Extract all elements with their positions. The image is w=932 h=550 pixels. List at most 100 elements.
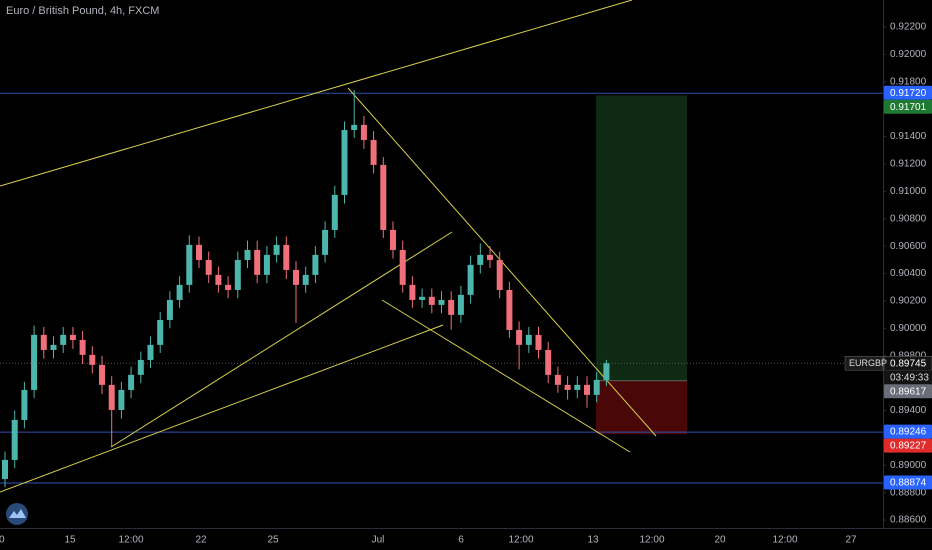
candle-body	[574, 384, 581, 390]
candle-body	[525, 334, 532, 345]
target-zone	[596, 95, 687, 381]
price-label: 0.89246	[890, 427, 927, 438]
candle-body	[263, 254, 270, 275]
logo-circle[interactable]	[6, 503, 28, 525]
candle-body	[564, 384, 571, 390]
price-label: 0.89617	[890, 386, 927, 397]
x-tick-label: 27	[845, 535, 857, 546]
countdown-box	[884, 370, 932, 385]
y-tick-label: 0.91200	[890, 159, 927, 170]
candle-body	[11, 419, 18, 460]
candle-body	[254, 249, 261, 275]
candle-body	[157, 319, 164, 345]
y-tick-label: 0.90600	[890, 241, 927, 252]
stop-zone	[596, 380, 687, 435]
x-tick-label: 6	[458, 535, 464, 546]
price-label-box	[884, 384, 932, 399]
candle-body	[554, 374, 561, 385]
candle-body	[31, 334, 38, 390]
x-tick-label: 12:00	[118, 535, 143, 546]
y-tick-label: 0.92000	[890, 49, 927, 60]
candle-body	[428, 296, 435, 305]
candle-body	[351, 124, 358, 130]
candle-body	[584, 384, 590, 395]
candle-body	[99, 364, 105, 385]
candle-body	[205, 259, 212, 275]
candle-body	[496, 259, 503, 290]
candle-body	[234, 259, 241, 290]
candle-body	[457, 294, 464, 315]
price-label: 0.89745	[890, 358, 927, 369]
candle-body	[360, 124, 367, 140]
candle-body	[399, 249, 406, 285]
candle-body	[603, 363, 610, 380]
trend-line	[381, 299, 631, 453]
candle-body	[225, 284, 232, 290]
candle-body	[283, 244, 290, 270]
candle-body	[506, 289, 513, 330]
candle-body	[370, 139, 377, 165]
x-tick-label: 22	[195, 535, 207, 546]
candle-body	[438, 299, 445, 305]
candle-body	[69, 334, 76, 340]
symbol-label: EURGBP	[849, 358, 887, 368]
countdown-label: 03:49:33	[890, 372, 929, 383]
price-label-box	[884, 85, 932, 100]
candle-body	[186, 244, 193, 285]
logo-icon[interactable]	[9, 509, 26, 518]
candle-body	[467, 264, 474, 295]
candle-body	[137, 359, 144, 375]
y-tick-label: 0.88600	[890, 515, 927, 526]
candle-body	[118, 389, 125, 410]
y-tick-label: 0.88800	[890, 487, 927, 498]
candle-body	[147, 344, 154, 360]
y-tick-label: 0.92200	[890, 22, 927, 33]
y-tick-label: 0.91400	[890, 131, 927, 142]
trend-line	[0, 324, 444, 493]
trend-line	[110, 231, 453, 448]
price-label-box	[884, 475, 932, 490]
price-label: 0.91720	[890, 88, 927, 99]
candle-body	[244, 249, 251, 260]
candle-body	[419, 296, 426, 300]
chart-title: Euro / British Pound, 4h, FXCM	[6, 5, 159, 17]
x-tick-label: 12:00	[0, 535, 5, 546]
trend-line	[0, 0, 633, 187]
x-tick-label: 13	[587, 535, 599, 546]
y-tick-label: 0.91000	[890, 186, 927, 197]
candle-body	[128, 374, 135, 390]
candle-body	[487, 254, 493, 260]
candle-body	[341, 129, 348, 195]
candle-body	[293, 269, 299, 285]
candle-body	[593, 379, 600, 395]
candle-body	[40, 334, 47, 350]
logo[interactable]	[6, 503, 28, 525]
candle-body	[196, 244, 202, 260]
x-tick-label: 20	[714, 535, 726, 546]
price-label-box	[884, 99, 932, 114]
y-tick-label: 0.90200	[890, 296, 927, 307]
candle-body	[477, 254, 484, 265]
candle-body	[302, 274, 309, 285]
x-tick-label: 12:00	[508, 535, 533, 546]
candle-body	[215, 274, 222, 285]
candle-body	[21, 389, 28, 420]
symbol-box	[844, 355, 884, 371]
price-label: 0.88874	[890, 478, 927, 489]
x-tick-label: 12:00	[772, 535, 797, 546]
price-label-box	[884, 424, 932, 439]
drawings	[0, 92, 883, 484]
candle-body	[312, 254, 319, 275]
x-tick-label: 15	[64, 535, 76, 546]
y-tick-label: 0.89000	[890, 460, 927, 471]
y-tick-label: 0.91800	[890, 76, 927, 87]
y-tick-label: 0.89400	[890, 405, 927, 416]
candle-body	[60, 334, 67, 345]
candle-body	[380, 164, 387, 230]
candle-body	[176, 284, 183, 300]
price-label: 0.91701	[890, 102, 927, 113]
candle-body	[108, 384, 115, 410]
